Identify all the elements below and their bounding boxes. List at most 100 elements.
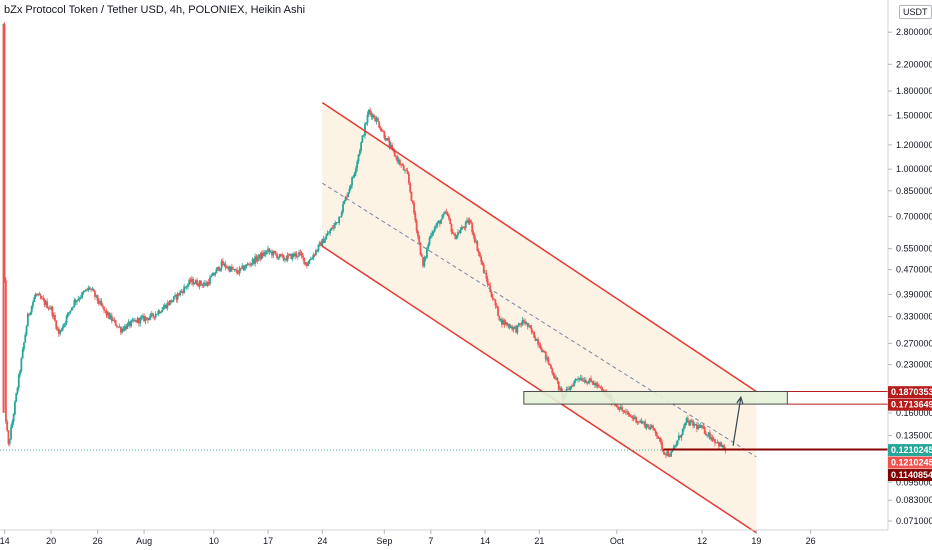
candle-body bbox=[116, 325, 118, 327]
candle-body bbox=[318, 242, 321, 245]
candle-body bbox=[101, 305, 104, 307]
candle-body bbox=[621, 406, 623, 411]
candle-body bbox=[655, 433, 658, 437]
candle-body bbox=[172, 296, 175, 301]
candle-body bbox=[156, 314, 158, 315]
candle-body bbox=[321, 238, 324, 247]
candle-body bbox=[577, 378, 579, 380]
candle-body bbox=[356, 161, 359, 169]
price-label: 0.18703531 bbox=[888, 386, 932, 399]
candle-body bbox=[668, 455, 671, 457]
candle-body bbox=[689, 420, 692, 426]
candle-body bbox=[383, 131, 386, 139]
candle-body bbox=[515, 326, 517, 333]
candle-body bbox=[712, 439, 715, 441]
candle-body bbox=[150, 313, 153, 315]
candle-body bbox=[161, 309, 164, 313]
candle-body bbox=[246, 264, 249, 266]
candle-body bbox=[690, 420, 693, 422]
candle-body bbox=[406, 170, 409, 174]
candle-body bbox=[671, 450, 674, 453]
candle-body bbox=[680, 434, 683, 438]
candle-body bbox=[367, 109, 370, 115]
candle-body bbox=[99, 301, 102, 304]
candle-body bbox=[720, 442, 723, 447]
candle-body bbox=[475, 241, 477, 243]
candle-body bbox=[466, 220, 468, 222]
candle-body bbox=[313, 254, 316, 256]
price-tick-label: 0.23000000 bbox=[896, 360, 932, 370]
candle-body bbox=[234, 269, 237, 270]
candle-body bbox=[255, 256, 258, 262]
candle-body bbox=[528, 325, 530, 327]
candle-body bbox=[584, 380, 587, 383]
price-tick-label: 1.80000000 bbox=[896, 86, 932, 96]
candle-body bbox=[20, 358, 23, 371]
time-tick-label: 21 bbox=[534, 536, 544, 546]
candle-body bbox=[569, 386, 572, 391]
candle-body bbox=[287, 254, 290, 256]
candle-body bbox=[118, 326, 121, 328]
candle-body bbox=[349, 185, 352, 189]
candle-body bbox=[581, 377, 583, 381]
candle-body bbox=[121, 328, 124, 333]
candle-body bbox=[237, 273, 240, 274]
price-tick-label: 0.07100000 bbox=[896, 516, 932, 526]
candle-body bbox=[454, 234, 457, 240]
candle-body bbox=[698, 425, 701, 428]
candle-body bbox=[433, 227, 436, 232]
candle-body bbox=[193, 283, 196, 285]
candle-body bbox=[250, 263, 253, 265]
candle-body bbox=[370, 112, 373, 118]
candle-body bbox=[676, 440, 679, 445]
candle-body bbox=[570, 385, 573, 387]
candle-body bbox=[502, 320, 505, 325]
candle-body bbox=[334, 222, 337, 226]
candle-body bbox=[81, 292, 83, 298]
candle-body bbox=[140, 317, 143, 319]
candle-body bbox=[298, 252, 300, 256]
candle-body bbox=[290, 254, 293, 259]
candle-body bbox=[153, 316, 156, 318]
candle-body bbox=[519, 323, 521, 325]
channel-mid-line bbox=[322, 182, 757, 458]
candle-body bbox=[97, 301, 100, 304]
projection-arrow bbox=[732, 397, 742, 446]
candle-body bbox=[506, 322, 508, 326]
candle-body bbox=[520, 324, 523, 326]
candle-body bbox=[305, 262, 308, 266]
candle-body bbox=[74, 300, 77, 303]
candle-body bbox=[618, 409, 621, 410]
candle-body bbox=[109, 315, 112, 319]
candle-body bbox=[641, 422, 644, 424]
candle-body bbox=[104, 310, 107, 312]
price-label-text: 0.12102451 bbox=[891, 445, 932, 455]
price-tick-label: 1.20000000 bbox=[896, 140, 932, 150]
candle-body bbox=[48, 308, 51, 309]
candle-body bbox=[498, 315, 501, 320]
candle-body bbox=[256, 258, 259, 262]
candle-body bbox=[623, 411, 626, 413]
candle-body bbox=[251, 259, 254, 264]
candle-body bbox=[228, 266, 231, 272]
time-tick-label: Sep bbox=[376, 536, 392, 546]
candle-body bbox=[366, 114, 369, 123]
currency-unit-badge[interactable]: USDT bbox=[899, 5, 932, 19]
candle-body bbox=[258, 254, 260, 259]
candle-body bbox=[95, 295, 98, 297]
candle-body bbox=[273, 250, 276, 253]
price-tick-label: 0.13500000 bbox=[896, 431, 932, 441]
candle-body bbox=[119, 327, 122, 333]
candle-body bbox=[683, 425, 685, 429]
candle-body bbox=[221, 260, 224, 266]
candle-body bbox=[592, 382, 595, 385]
candle-body bbox=[388, 140, 391, 148]
candle-body bbox=[446, 212, 449, 216]
candle-body bbox=[635, 416, 638, 423]
candles bbox=[2, 22, 727, 459]
candle-body bbox=[708, 432, 711, 439]
candle-body bbox=[197, 285, 200, 287]
candle-body bbox=[463, 227, 466, 229]
candle-body bbox=[19, 370, 21, 375]
